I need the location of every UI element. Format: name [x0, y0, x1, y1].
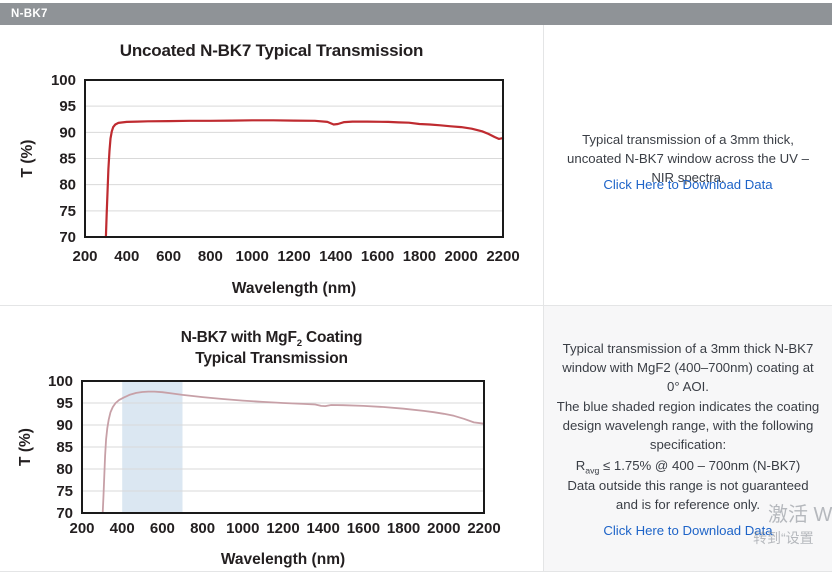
svg-text:90: 90	[59, 124, 76, 141]
reference-only-note: Data outside this range is not guarantee…	[567, 478, 809, 512]
svg-text:800: 800	[198, 248, 223, 265]
svg-text:1400: 1400	[319, 248, 352, 265]
coated-description: Typical transmission of a 3mm thick N-BK…	[562, 341, 814, 394]
coated-description-panel-background	[544, 306, 832, 571]
svg-text:200: 200	[69, 520, 94, 537]
svg-text:85: 85	[59, 151, 76, 168]
coated-transmission-chart: 70 75 80 85 90 95 100 200 400 600 800 1000 1200 1400 1…	[17, 373, 501, 568]
svg-text:Wavelength (nm): Wavelength (nm)	[232, 280, 356, 297]
svg-text:2000: 2000	[427, 520, 460, 537]
coated-chart-panel: N-BK7 with MgF2 Coating Typical Transmis…	[0, 306, 543, 572]
column-divider	[543, 25, 544, 571]
uncoated-transmission-chart: 70 75 80 85 90 95 100 200 400 600 800 1000 1200 1400 1…	[19, 72, 520, 297]
chart2-title-line2: Typical Transmission	[195, 350, 348, 367]
svg-text:Wavelength (nm): Wavelength (nm)	[221, 551, 345, 568]
chart2-title-line1: N-BK7 with MgF2 Coating	[180, 329, 363, 350]
svg-text:400: 400	[114, 248, 139, 265]
coated-description-panel: Typical transmission of a 3mm thick N-BK…	[544, 306, 832, 571]
svg-text:70: 70	[59, 229, 76, 246]
uncoated-chart-panel: Uncoated N-BK7 Typical Transmission 70 75…	[0, 25, 543, 306]
reflectance-spec: Ravg ≤ 1.75% @ 400 – 700nm (N-BK7)	[575, 458, 801, 476]
activate-windows-watermark-line1: 激活 W	[768, 504, 832, 526]
transmission-curve	[104, 119, 505, 239]
svg-text:80: 80	[56, 461, 73, 478]
svg-text:75: 75	[59, 203, 76, 220]
bottom-divider	[0, 571, 832, 572]
svg-text:70: 70	[56, 505, 73, 522]
svg-text:1600: 1600	[347, 520, 380, 537]
svg-text:1000: 1000	[236, 248, 269, 265]
svg-text:2200: 2200	[486, 248, 519, 265]
svg-text:1800: 1800	[387, 520, 420, 537]
uncoated-description: Typical transmission of a 3mm thick, unc…	[567, 132, 809, 185]
svg-text:95: 95	[56, 395, 73, 412]
svg-text:1600: 1600	[361, 248, 394, 265]
svg-text:400: 400	[110, 520, 135, 537]
tab-bar: N-BK7	[0, 3, 832, 25]
svg-text:2000: 2000	[445, 248, 478, 265]
svg-text:85: 85	[56, 439, 73, 456]
svg-text:1800: 1800	[403, 248, 436, 265]
chart1-title: Uncoated N-BK7 Typical Transmission	[119, 41, 424, 60]
svg-text:1200: 1200	[266, 520, 299, 537]
svg-text:600: 600	[156, 248, 181, 265]
svg-text:95: 95	[59, 98, 76, 115]
svg-text:100: 100	[48, 373, 73, 390]
svg-text:100: 100	[51, 72, 76, 89]
activate-windows-watermark-line2: 转到“设置	[753, 530, 814, 546]
svg-text:1000: 1000	[226, 520, 259, 537]
shaded-region-note: The blue shaded region indicates the coa…	[556, 399, 820, 452]
svg-text:600: 600	[150, 520, 175, 537]
download-data-link[interactable]: Click Here to Download Data	[603, 177, 773, 192]
svg-text:1200: 1200	[277, 248, 310, 265]
svg-text:T (%): T (%)	[19, 140, 36, 178]
svg-text:1400: 1400	[307, 520, 340, 537]
svg-text:800: 800	[190, 520, 215, 537]
svg-text:2200: 2200	[467, 520, 500, 537]
svg-text:90: 90	[56, 417, 73, 434]
row-divider	[0, 305, 832, 306]
transmission-curve	[101, 390, 485, 514]
svg-text:T (%): T (%)	[17, 428, 34, 466]
svg-text:75: 75	[56, 483, 73, 500]
download-data-link[interactable]: Click Here to Download Data	[603, 523, 773, 538]
svg-text:200: 200	[72, 248, 97, 265]
tab-nbk7[interactable]: N-BK7	[11, 8, 48, 20]
uncoated-description-panel: Typical transmission of a 3mm thick, unc…	[544, 25, 832, 305]
svg-text:80: 80	[59, 177, 76, 194]
